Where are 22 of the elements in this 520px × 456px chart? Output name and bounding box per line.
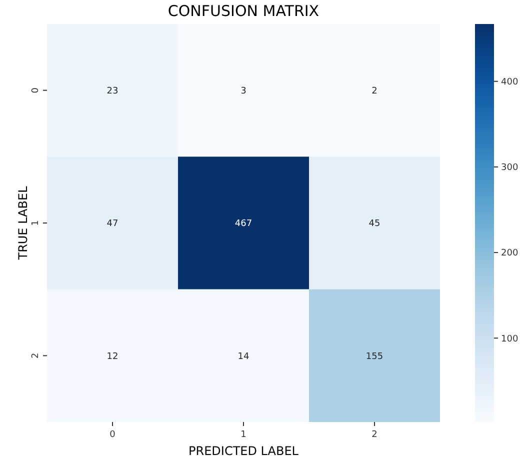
data-label: 23 bbox=[106, 86, 118, 96]
data-label: 45 bbox=[368, 219, 380, 230]
data-label: 467 bbox=[234, 219, 252, 230]
y-axis-title: TRUE LABEL bbox=[16, 186, 30, 261]
x-tick-label: 0 bbox=[110, 430, 116, 440]
color-bar-label: 200 bbox=[501, 248, 518, 259]
chart-title: CONFUSION MATRIX bbox=[168, 2, 320, 20]
x-tick-label: 1 bbox=[240, 430, 246, 440]
color-bar-label: 100 bbox=[501, 334, 518, 344]
data-label: 155 bbox=[366, 352, 384, 362]
y-tick-label: 2 bbox=[31, 352, 41, 359]
data-label: 2 bbox=[372, 86, 378, 96]
color-bar-label: 300 bbox=[501, 163, 518, 174]
data-label: 47 bbox=[106, 219, 118, 230]
color-bar-label: 400 bbox=[501, 77, 518, 88]
data-label: 14 bbox=[238, 352, 250, 362]
data-label: 12 bbox=[106, 352, 118, 362]
data-label: 3 bbox=[240, 86, 246, 96]
x-axis-title: PREDICTED LABEL bbox=[188, 444, 299, 456]
x-tick-label: 2 bbox=[372, 430, 378, 440]
y-tick-label: 0 bbox=[31, 87, 41, 94]
y-tick-label: 1 bbox=[31, 220, 41, 226]
